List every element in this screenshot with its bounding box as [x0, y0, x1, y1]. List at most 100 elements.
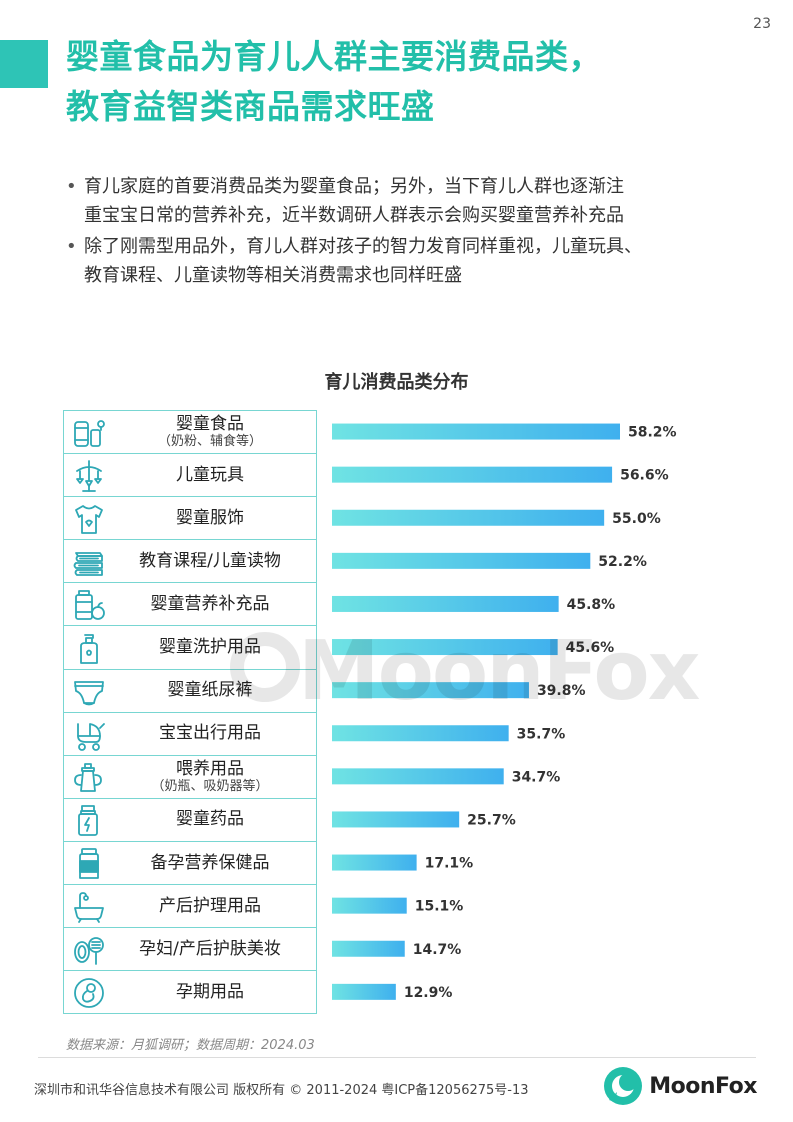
bullet-dot: •: [66, 236, 77, 257]
lotion-pump-icon: [80, 633, 98, 664]
bullet-text-line: 教育课程、儿童读物等相关消费需求也同样旺盛: [84, 265, 462, 286]
bar-value-label: 45.6%: [566, 640, 615, 656]
bar: [332, 682, 529, 699]
bar-value-label: 58.2%: [628, 425, 677, 441]
bar: [332, 725, 509, 742]
bullet-item: • 育儿家庭的首要消费品类为婴童食品；另外，当下育儿人群也逐渐注 重宝宝日常的营…: [64, 172, 764, 230]
category-text: 产后护理用品: [108, 885, 312, 927]
bar: [332, 423, 620, 440]
category-text: 婴童药品: [108, 799, 312, 841]
category-text: 儿童玩具: [108, 454, 312, 496]
sippy-cup-icon: [74, 762, 102, 792]
bar-value-label: 56.6%: [620, 468, 669, 484]
bar-value-label: 14.7%: [413, 942, 462, 958]
fetus-icon: [74, 978, 104, 1009]
chart-title: 育儿消费品类分布: [324, 372, 469, 393]
category-row: 备孕营养保健品: [64, 842, 316, 885]
category-text: 喂养用品 （奶瓶、吸奶器等）: [108, 756, 312, 798]
page-title: 婴童食品为育儿人群主要消费品类， 教育益智类商品需求旺盛: [66, 32, 602, 132]
category-row: 婴童洗护用品: [64, 627, 316, 670]
category-label: 备孕营养保健品: [150, 852, 270, 873]
moonfox-logo-icon: [604, 1067, 643, 1105]
category-label: 教育课程/儿童读物: [139, 550, 281, 571]
bar: [332, 552, 591, 569]
category-row: 婴童服饰: [64, 497, 316, 541]
category-text: 婴童食品 （奶粉、辅食等）: [108, 411, 312, 453]
category-row: 婴童食品 （奶粉、辅食等）: [64, 411, 316, 454]
category-note: （奶瓶、吸奶器等）: [151, 778, 269, 794]
health-jar-icon: [79, 848, 99, 879]
title-line-2: 教育益智类商品需求旺盛: [66, 87, 435, 126]
category-text: 宝宝出行用品: [108, 713, 312, 755]
bar-value-label: 35.7%: [517, 726, 566, 742]
page-number: 23: [753, 16, 771, 32]
category-label: 婴童洗护用品: [159, 637, 261, 657]
category-row: 孕妇/产后护肤美妆: [64, 928, 316, 972]
category-label: 婴童纸尿裤: [167, 680, 253, 701]
bar: [332, 639, 558, 656]
baby-shirt-icon: [75, 505, 103, 535]
category-label: 孕妇/产后护肤美妆: [139, 938, 281, 959]
category-row: 婴童纸尿裤: [64, 670, 316, 713]
brand-logo: MoonFox: [603, 1066, 757, 1106]
bar: [332, 509, 605, 526]
bullet-dot: •: [66, 176, 77, 197]
bar-value-label: 17.1%: [425, 856, 474, 872]
category-label: 婴童食品: [176, 414, 244, 434]
bar: [332, 768, 504, 785]
bar-value-label: 25.7%: [467, 812, 516, 828]
bar-chart: 58.2% 56.6% 55.0% 52.2% 45.8% 45.6% 39.8% 35.7%…: [332, 423, 677, 1001]
category-label: 婴童服饰: [176, 507, 244, 528]
category-text: 教育课程/儿童读物: [108, 540, 312, 582]
title-accent-bar: [0, 40, 48, 88]
footer-divider: [38, 1057, 756, 1058]
supplement-bottle-icon: [75, 590, 105, 621]
category-label: 婴童药品: [176, 809, 244, 830]
category-row: 儿童玩具: [64, 454, 316, 498]
category-text: 婴童纸尿裤: [108, 670, 312, 712]
category-label: 孕期用品: [176, 982, 244, 1003]
category-text: 孕期用品: [108, 971, 312, 1014]
category-label: 喂养用品: [176, 758, 244, 779]
bar-value-label: 52.2%: [598, 554, 647, 570]
category-label: 宝宝出行用品: [159, 723, 261, 744]
bar: [332, 897, 407, 914]
bar: [332, 940, 405, 957]
category-row: 孕期用品: [64, 971, 316, 1014]
bar: [332, 983, 396, 1000]
baby-mobile-icon: [76, 460, 102, 492]
category-text: 婴童服饰: [108, 497, 312, 539]
bar-value-label: 45.8%: [567, 597, 616, 613]
stroller-icon: [77, 722, 105, 751]
bullet-text-line: 育儿家庭的首要消费品类为婴童食品；另外，当下育儿人群也逐渐注: [84, 176, 624, 197]
category-row: 宝宝出行用品: [64, 713, 316, 756]
bar-value-label: 39.8%: [537, 683, 586, 699]
category-text: 孕妇/产后护肤美妆: [108, 928, 312, 970]
bar: [332, 854, 417, 871]
category-label: 婴童营养补充品: [150, 593, 270, 614]
bar: [332, 466, 613, 483]
bathtub-icon: [74, 892, 104, 923]
category-label: 儿童玩具: [176, 464, 244, 485]
food-cans-icon: [74, 420, 105, 447]
bar: [332, 811, 460, 828]
books-icon: [73, 552, 103, 577]
bullet-text-line: 重宝宝日常的营养补充，近半数调研人群表示会购买婴童营养补充品: [84, 205, 624, 226]
bar-value-label: 12.9%: [404, 985, 453, 1001]
category-row: 喂养用品 （奶瓶、吸奶器等）: [64, 756, 316, 799]
bullet-list: • 育儿家庭的首要消费品类为婴童食品；另外，当下育儿人群也逐渐注 重宝宝日常的营…: [64, 172, 764, 292]
category-note: （奶粉、辅食等）: [157, 434, 262, 449]
diaper-icon: [74, 680, 104, 705]
copyright-text: 深圳市和讯华谷信息技术有限公司 版权所有 © 2011-2024 粤ICP备12…: [34, 1083, 529, 1098]
brand-name: MoonFox: [649, 1073, 757, 1099]
category-row: 教育课程/儿童读物: [64, 540, 316, 584]
bar-value-label: 55.0%: [612, 511, 661, 527]
data-source-note: 数据来源：月狐调研；数据周期：2024.03: [66, 1038, 315, 1053]
category-row: 婴童营养补充品: [64, 583, 316, 627]
bar-value-label: 34.7%: [512, 769, 561, 785]
category-row: 产后护理用品: [64, 885, 316, 929]
cosmetics-icon: [74, 937, 104, 966]
bullet-item: • 除了刚需型用品外，育儿人群对孩子的智力发育同样重视，儿童玩具、 教育课程、儿…: [64, 232, 764, 290]
title-line-1: 婴童食品为育儿人群主要消费品类，: [66, 37, 602, 76]
category-text: 婴童洗护用品: [108, 627, 312, 669]
